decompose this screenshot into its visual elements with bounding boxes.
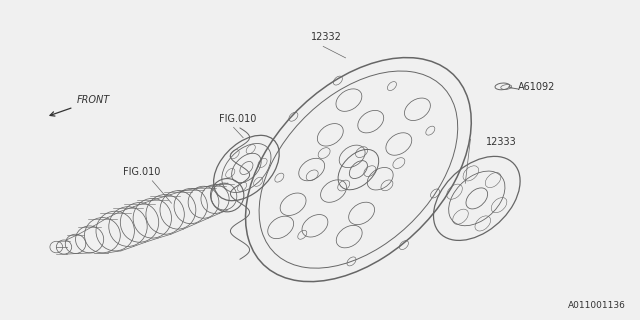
Text: A011001136: A011001136: [568, 301, 626, 310]
Text: A61092: A61092: [518, 82, 556, 92]
Text: FIG.010: FIG.010: [123, 167, 160, 177]
Text: FRONT: FRONT: [77, 95, 110, 105]
Text: 12332: 12332: [311, 32, 342, 42]
Text: FIG.010: FIG.010: [219, 114, 256, 124]
Text: 12333: 12333: [486, 137, 517, 148]
